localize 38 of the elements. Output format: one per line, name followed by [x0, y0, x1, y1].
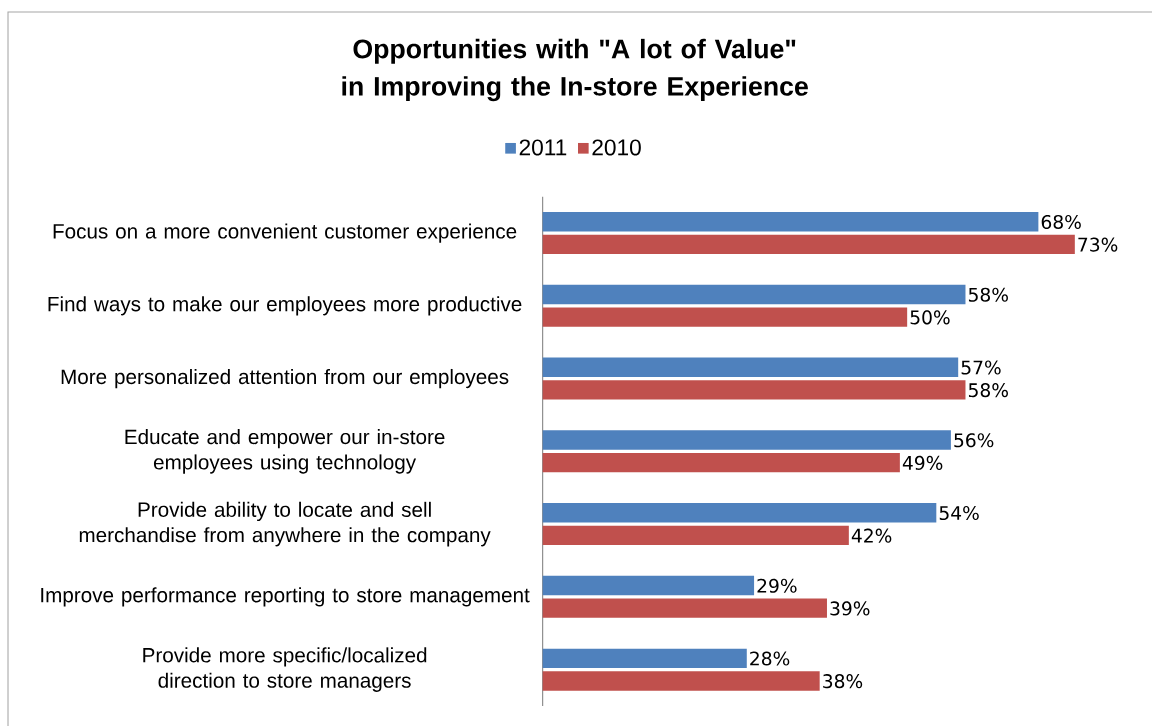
data-label: 68%: [1041, 214, 1081, 230]
y-tick-label: More personalized attention from our employees: [61, 368, 509, 389]
y-tick-label: Focus on a more convenient customer experience: [53, 223, 517, 243]
data-label: 54%: [939, 505, 979, 521]
data-label: 39%: [830, 601, 870, 616]
bar: [542, 648, 747, 668]
legend-label: 2011: [519, 139, 567, 156]
y-tick-label: Provide ability to locate and sell merchandise from anywhere in the company: [79, 501, 491, 547]
bar: [542, 357, 959, 377]
data-label: 29%: [757, 578, 797, 593]
bar: [542, 284, 966, 305]
chart-title: Opportunities with "A lot of Value" in Improving the In-store Experience: [342, 38, 808, 102]
data-label: 73%: [1078, 237, 1118, 252]
data-label: 58%: [968, 287, 1008, 302]
data-label: 58%: [968, 383, 1008, 398]
bar: [542, 453, 900, 473]
bar: [542, 503, 937, 523]
y-tick-label: Educate and empower our in-store employees using technology: [125, 429, 445, 474]
bar: [542, 598, 827, 618]
bar: [542, 212, 1039, 232]
data-label: 38%: [823, 674, 863, 689]
y-tick-label: Provide more specific/localized direction to store managers: [143, 647, 427, 692]
data-label: 50%: [910, 310, 950, 325]
bar: [542, 430, 951, 450]
bar: [542, 525, 849, 546]
bar: [542, 307, 908, 327]
bar: [542, 575, 755, 596]
legend-label: 2010: [592, 139, 641, 156]
bar: [542, 671, 820, 691]
data-label: 28%: [750, 651, 790, 666]
data-label: 57%: [961, 360, 1001, 375]
data-label: 49%: [902, 455, 943, 470]
y-tick-label: Find ways to make our employees more productive: [48, 296, 522, 316]
bar: [542, 234, 1075, 255]
data-label: 56%: [954, 433, 994, 448]
data-label: 42%: [851, 528, 892, 543]
bar: [542, 380, 966, 400]
y-tick-label: Improve performance reporting to store management: [41, 587, 530, 607]
